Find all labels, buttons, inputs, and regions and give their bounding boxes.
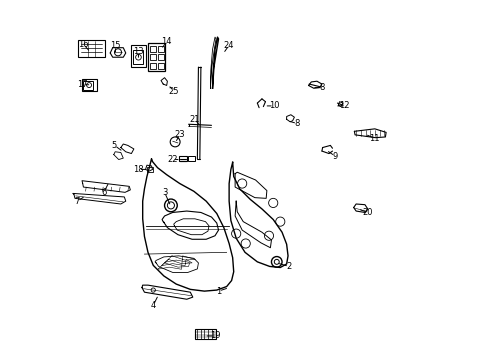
Bar (188, 156, 195, 161)
Text: 2: 2 (287, 262, 292, 271)
Text: 19: 19 (210, 332, 220, 341)
Text: 7: 7 (75, 197, 80, 206)
Text: 23: 23 (174, 130, 185, 139)
Text: 15: 15 (110, 41, 121, 50)
Bar (78, 40, 105, 57)
Bar (157, 63, 164, 69)
Bar (82, 79, 97, 91)
Bar (133, 50, 143, 64)
Text: 8: 8 (319, 83, 324, 92)
Bar (150, 54, 156, 60)
Text: 21: 21 (190, 115, 200, 124)
Bar (147, 167, 153, 171)
Bar (150, 46, 156, 52)
Text: 24: 24 (224, 41, 234, 50)
Text: 11: 11 (369, 134, 380, 143)
Text: 3: 3 (162, 188, 167, 197)
Text: 10: 10 (269, 102, 279, 111)
Text: 5: 5 (112, 141, 117, 150)
Bar (131, 45, 146, 67)
Bar (157, 54, 164, 60)
Bar (83, 81, 93, 90)
Text: 9: 9 (332, 152, 338, 161)
Bar (150, 63, 156, 69)
Text: 20: 20 (363, 208, 373, 217)
Text: 4: 4 (150, 301, 156, 310)
Bar (157, 46, 164, 52)
Bar (179, 156, 188, 161)
Text: 6: 6 (101, 188, 106, 197)
Text: 8: 8 (294, 119, 300, 128)
Bar (148, 43, 165, 71)
Text: 12: 12 (339, 102, 350, 111)
Bar (195, 329, 216, 339)
Text: 14: 14 (161, 37, 172, 46)
Text: 13: 13 (133, 47, 144, 56)
Text: 18: 18 (133, 165, 144, 174)
Text: 25: 25 (169, 87, 179, 96)
Text: 1: 1 (216, 287, 221, 296)
Text: 16: 16 (78, 40, 89, 49)
Text: 22: 22 (168, 155, 178, 164)
Text: 17: 17 (77, 80, 88, 89)
